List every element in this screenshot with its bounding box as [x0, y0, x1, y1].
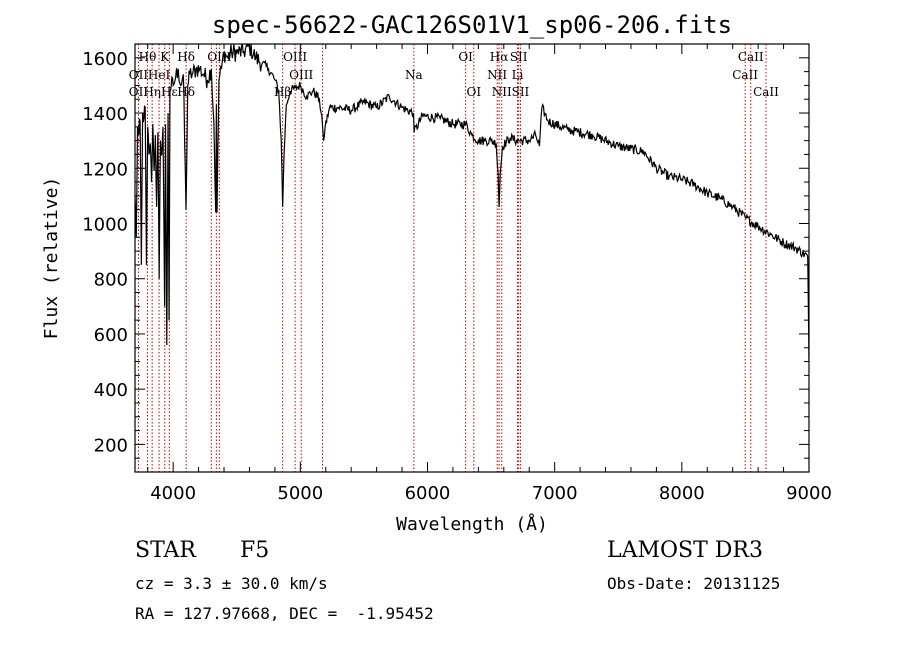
chart-title: spec-56622-GAC126S01V1_sp06-206.fits: [212, 11, 732, 39]
line-label: Hδ: [177, 50, 195, 64]
line-label: Hη: [143, 85, 161, 99]
observation-date: Obs-Date: 20131125: [607, 574, 781, 593]
line-label: Hθ: [139, 50, 157, 64]
line-label: SII: [510, 50, 528, 64]
line-label: Hε: [161, 85, 178, 99]
y-tick-label: 200: [94, 435, 128, 456]
object-class: STAR: [135, 538, 196, 563]
plot-frame: [134, 43, 810, 473]
line-label: Li: [512, 68, 524, 82]
x-tick-label: 4000: [150, 483, 196, 504]
x-tick-label: 7000: [532, 483, 578, 504]
line-label: Hβ: [274, 85, 291, 99]
x-tick-label: 6000: [405, 483, 451, 504]
line-label: CaII: [732, 68, 758, 82]
y-tick-label: 1400: [82, 104, 128, 125]
y-axis-label: Flux (relative): [41, 177, 62, 340]
spectrum-series-line: [135, 44, 809, 362]
x-tick-label: 8000: [659, 483, 705, 504]
line-label: OIII: [289, 68, 313, 82]
line-label: OIII: [283, 50, 307, 64]
line-label: CaII: [738, 50, 764, 64]
line-label: OI: [466, 85, 481, 99]
y-tick-label: 1200: [82, 159, 128, 180]
line-label: OI: [458, 50, 473, 64]
coordinates: RA = 127.97668, DEC = -1.95452: [135, 604, 434, 623]
line-label: Hδ: [177, 85, 195, 99]
redshift-cz: cz = 3.3 ± 30.0 km/s: [135, 574, 328, 593]
y-tick-label: 600: [94, 325, 128, 346]
x-tick-label: 5000: [277, 483, 323, 504]
line-marker-layer: [137, 44, 767, 472]
line-label: CaII: [753, 85, 779, 99]
object-subclass: F5: [240, 538, 270, 563]
line-label: OII: [129, 85, 149, 99]
survey-name: LAMOST DR3: [607, 538, 763, 563]
y-tick-label: 400: [94, 380, 128, 401]
line-label: SII: [512, 85, 530, 99]
x-tick-label: 9000: [786, 483, 832, 504]
y-tick-label: 800: [94, 270, 128, 291]
line-label: K: [160, 50, 170, 64]
axis-ticks: 4000 5000 6000 7000 8000 9000 200 400 600 800 1000…: [82, 43, 832, 504]
y-tick-label: 1600: [82, 49, 128, 70]
line-label: Hα: [490, 50, 509, 64]
line-label: Na: [405, 68, 423, 82]
y-tick-label: 1000: [82, 214, 128, 235]
line-label: NII: [492, 85, 512, 99]
line-label: NII: [487, 68, 507, 82]
x-axis-label: Wavelength (Å): [396, 513, 548, 535]
line-label: OII: [129, 68, 149, 82]
line-label: HeI: [148, 68, 171, 82]
